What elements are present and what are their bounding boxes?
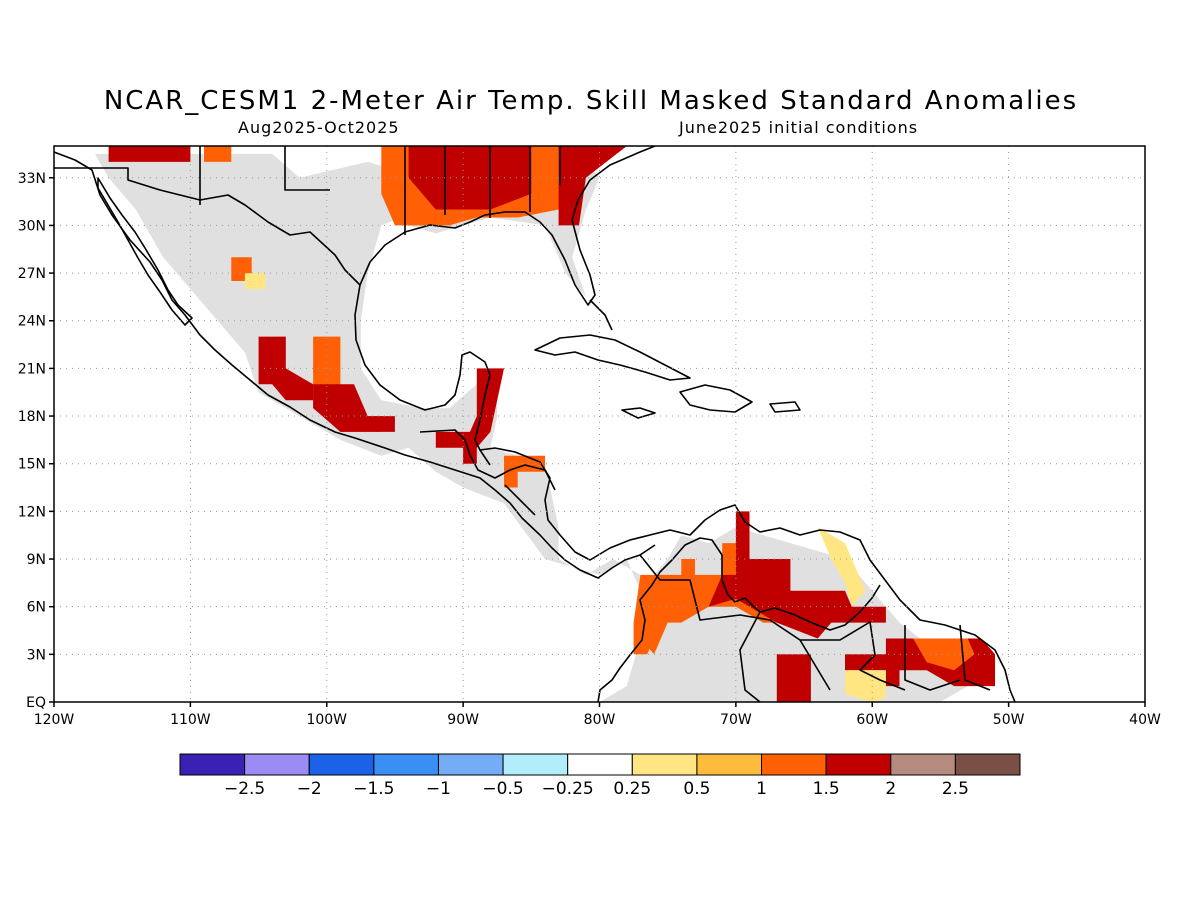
colorbar-label: 0.5 [683,779,710,799]
lon-tick-label: 120W [34,712,75,728]
anomaly-central-us [408,146,532,210]
coastline-south-america-pacific [597,537,881,702]
colorbar-label: 2 [885,779,896,799]
anomaly-yucatan [463,368,504,448]
lon-tick-label: 90W [447,712,479,728]
coastline-baja [97,177,193,326]
lon-tick-label: 40W [1129,712,1161,728]
chart-title: NCAR_CESM1 2-Meter Air Temp. Skill Maske… [103,86,1079,116]
anomaly-central-mexico-w [258,336,314,401]
border-south-america [639,554,991,702]
lat-tick-label: 6N [27,600,46,616]
initial-conditions: June2025 initial conditions [679,118,919,137]
anomaly-chihuahua-b [244,273,266,289]
coastline-north-america-pacific [54,151,656,579]
colorbar-box [179,753,246,776]
colorbar-label: −1 [426,779,451,799]
colorbar-label: 1.5 [813,779,840,799]
lat-tick-label: 30N [18,218,46,234]
lat-tick-label: 27N [18,266,46,282]
colorbar-box [437,753,504,776]
coastline-puerto-rico [769,401,801,413]
colorbar-label: 0.25 [613,779,651,799]
colorbar-box [696,753,763,776]
colorbar-box [825,753,892,776]
anomaly-central-mexico-s [313,384,395,432]
colorbar-label: 2.5 [942,779,969,799]
lon-tick-label: 60W [856,712,888,728]
colorbar-label: 1 [756,779,767,799]
colorbar-box [373,753,439,776]
anomaly-suriname-orange [913,638,975,671]
coastline-gulf [354,146,1016,702]
anomaly-guyana-s [845,654,900,687]
coastline-jamaica [621,407,656,419]
anomaly-guatemala [435,431,477,464]
border-central-america [419,429,556,516]
colorbar-label: −2 [297,779,322,799]
forecast-period: Aug2025-Oct2025 [238,118,400,137]
latitude-axis: EQ 3N 6N 9N 12N 15N 18N 21N 24N 27N 30N 33N [18,171,54,711]
lon-tick-label: 110W [170,712,211,728]
coastline-cuba [534,334,691,381]
colorbar: −2.5 −2 −1.5 −1 −0.5 −0.25 0.25 0.5 1 1.5 2 2.5 [179,753,1021,799]
anomaly-shading-layer [108,146,995,702]
lon-tick-label: 50W [993,712,1025,728]
colorbar-label: −0.5 [482,779,523,799]
lat-tick-label: 15N [18,457,46,473]
anomaly-north-mexico-top [108,146,191,162]
longitude-axis: 120W 110W 100W 90W 80W 70W 60W 50W 40W [34,702,1161,728]
border-us-states [199,146,561,235]
anomaly-venezuela-e-yellow [817,527,866,607]
colorbar-box [567,753,633,776]
colorbar-box [244,753,310,776]
colorbar-box [502,753,569,776]
anomaly-north-mexico-top-b [204,146,232,162]
coastline-hispaniola [679,384,753,413]
anomaly-amazon-w [776,654,811,702]
anomaly-colombia-w [633,574,661,655]
colorbar-label: −2.5 [224,779,265,799]
lon-tick-label: 70W [720,712,752,728]
lat-tick-label: 9N [27,552,46,568]
colorbar-box [890,753,956,776]
lat-tick-label: 33N [18,171,46,187]
colorbar-box [308,753,375,776]
coastline-florida-keys [589,299,613,331]
lat-tick-label: EQ [26,695,46,711]
colorbar-box [761,753,827,776]
colorbar-box [631,753,698,776]
coastline-layer [54,146,1016,702]
lon-tick-label: 80W [584,712,616,728]
border-us-mexico [54,167,361,286]
colorbar-label: −1.5 [353,779,394,799]
colorbar-label: −0.25 [542,779,594,799]
lat-tick-label: 24N [18,314,46,330]
lat-tick-label: 18N [18,409,46,425]
lat-tick-label: 3N [27,647,46,663]
lat-tick-label: 12N [18,504,46,520]
colorbar-box [954,753,1021,776]
lat-tick-label: 21N [18,361,46,377]
lon-tick-label: 100W [306,712,347,728]
